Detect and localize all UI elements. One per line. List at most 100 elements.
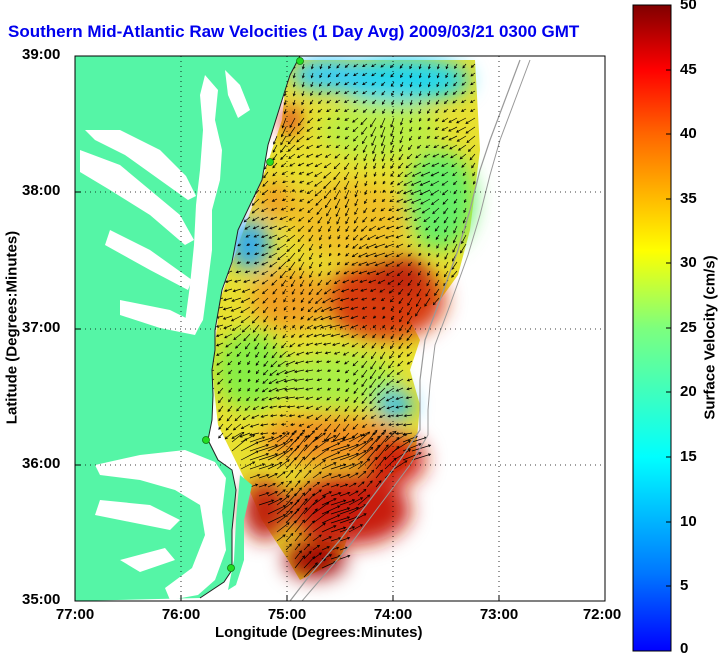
velocity-arrow xyxy=(306,162,314,167)
velocity-arrow xyxy=(444,270,449,278)
velocity-arrow xyxy=(419,99,422,105)
velocity-arrowhead xyxy=(306,425,310,428)
velocity-arrowhead xyxy=(344,82,348,86)
velocity-arrowhead xyxy=(288,543,292,547)
velocity-arrowhead xyxy=(337,514,341,518)
velocity-arrow xyxy=(321,561,337,569)
velocity-arrowhead xyxy=(279,461,283,465)
velocity-arrow xyxy=(362,423,368,428)
velocity-arrowhead xyxy=(441,119,445,123)
velocity-arrow xyxy=(366,480,373,488)
velocity-arrow xyxy=(364,198,368,204)
velocity-arrowhead xyxy=(270,364,274,368)
velocity-arrow xyxy=(307,315,314,321)
velocity-arrowhead xyxy=(361,297,365,301)
velocity-arrowhead xyxy=(359,434,364,438)
velocity-arrowhead xyxy=(353,91,357,94)
velocity-arrowhead xyxy=(262,300,266,304)
velocity-arrow xyxy=(254,243,260,246)
x-tick-label: 77:00 xyxy=(55,606,95,623)
grid xyxy=(75,56,605,601)
velocity-arrowhead xyxy=(362,64,366,67)
velocity-arrow xyxy=(306,414,314,419)
velocity-arrow xyxy=(461,99,467,103)
velocity-arrowhead xyxy=(299,275,303,280)
velocity-arrowhead xyxy=(226,418,230,422)
velocity-arrowhead xyxy=(443,109,447,113)
colorbar-tick-label: 45 xyxy=(680,61,697,78)
velocity-arrowhead xyxy=(351,335,355,338)
velocity-arrow xyxy=(344,261,350,266)
velocity-arrowhead xyxy=(336,397,340,402)
velocity-arrowhead xyxy=(306,191,310,194)
velocity-arrowhead xyxy=(379,469,383,473)
velocity-arrowhead xyxy=(336,262,340,266)
velocity-arrow xyxy=(330,297,341,302)
velocity-arrow xyxy=(227,405,233,412)
velocity-arrowhead xyxy=(316,397,320,401)
velocity-arrow xyxy=(384,431,397,443)
velocity-arrow xyxy=(321,491,332,497)
velocity-arrow xyxy=(371,414,377,419)
velocity-arrow xyxy=(245,270,251,273)
velocity-arrow xyxy=(334,279,341,284)
velocity-arrow xyxy=(262,378,269,384)
velocity-arrow xyxy=(362,81,368,85)
velocity-arrow xyxy=(339,484,348,488)
velocity-arrowhead xyxy=(462,172,466,177)
velocity-arrowhead xyxy=(326,502,330,505)
velocity-arrowhead xyxy=(435,101,439,105)
velocity-arrow xyxy=(297,234,305,242)
velocity-arrowhead xyxy=(366,237,371,240)
velocity-arrow xyxy=(321,498,337,506)
velocity-arrowhead xyxy=(261,253,265,257)
velocity-arrowhead xyxy=(406,345,410,349)
velocity-arrowhead xyxy=(327,83,331,87)
velocity-arrowhead xyxy=(383,429,387,433)
velocity-arrowhead xyxy=(390,83,394,87)
velocity-arrow xyxy=(226,414,233,422)
velocity-arrowhead xyxy=(380,208,384,212)
velocity-arrow xyxy=(273,297,278,303)
velocity-arrowhead xyxy=(353,100,357,103)
velocity-arrow xyxy=(361,126,368,135)
velocity-arrowhead xyxy=(418,102,422,106)
velocity-arrowhead xyxy=(319,66,323,70)
velocity-arrow xyxy=(287,351,296,357)
velocity-arrowhead xyxy=(372,335,376,339)
velocity-arrowhead xyxy=(287,258,291,262)
velocity-arrow xyxy=(251,207,260,214)
velocity-arrowhead xyxy=(436,273,439,277)
velocity-arrowhead xyxy=(353,148,357,152)
velocity-arrowhead xyxy=(409,93,413,97)
velocity-arrowhead xyxy=(400,111,404,115)
velocity-arrowhead xyxy=(300,299,304,303)
velocity-arrowhead xyxy=(227,408,231,413)
velocity-arrow xyxy=(345,126,350,130)
velocity-arrowhead xyxy=(335,360,339,364)
velocity-arrowhead xyxy=(333,462,337,465)
velocity-arrow xyxy=(393,440,411,452)
velocity-arrow xyxy=(469,153,476,161)
velocity-arrow xyxy=(373,153,377,162)
velocity-arrowhead xyxy=(390,336,394,340)
velocity-arrowhead xyxy=(353,381,357,385)
velocity-arrow xyxy=(396,243,404,248)
velocity-arrowhead xyxy=(244,438,248,442)
velocity-arrowhead xyxy=(337,228,340,232)
velocity-arrow xyxy=(251,198,260,206)
velocity-arrow xyxy=(436,243,440,249)
axis-ticks xyxy=(75,191,500,601)
velocity-arrowhead xyxy=(453,74,457,78)
velocity-arrowhead xyxy=(393,457,397,461)
velocity-arrowhead xyxy=(407,253,411,257)
velocity-arrowhead xyxy=(441,154,445,158)
velocity-arrowhead xyxy=(428,444,432,448)
velocity-arrow xyxy=(410,90,413,96)
velocity-arrow xyxy=(218,423,224,430)
velocity-arrowhead xyxy=(427,272,431,276)
velocity-arrowhead xyxy=(460,109,465,112)
velocity-arrowhead xyxy=(387,281,391,285)
velocity-arrowhead xyxy=(261,281,265,285)
velocity-arrowhead xyxy=(262,372,266,376)
